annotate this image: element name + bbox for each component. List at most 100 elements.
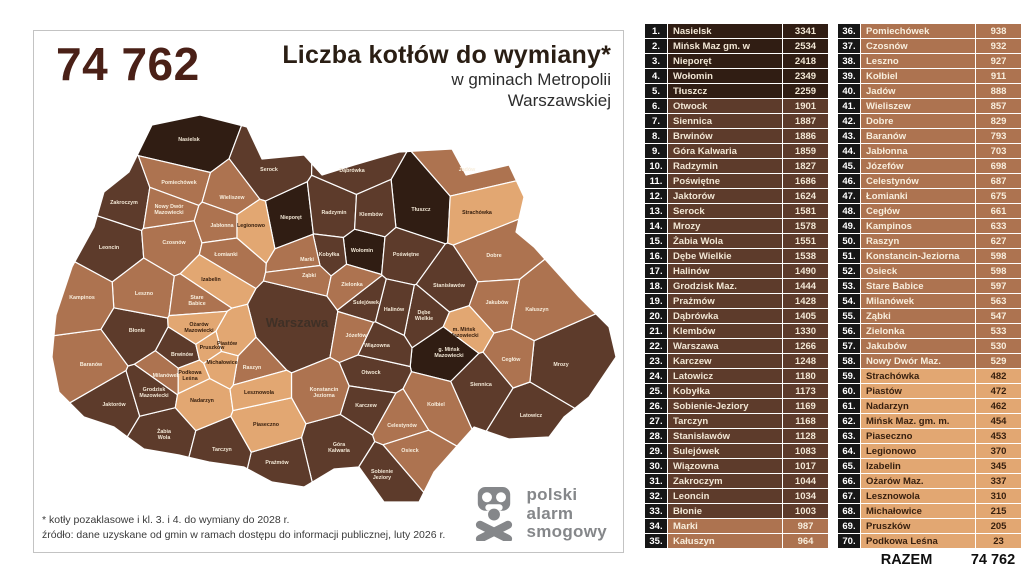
region-value: 927: [975, 54, 1021, 68]
rank-badge: 17.: [645, 264, 667, 278]
region-name: Dąbrówka: [668, 309, 782, 323]
region-value: 627: [975, 234, 1021, 248]
map-region-label: Zakroczym: [110, 200, 138, 206]
map-region: [442, 305, 495, 354]
rank-badge: 25.: [645, 384, 667, 398]
region-value: 633: [975, 219, 1021, 233]
map-region-label: Sulejówek: [353, 300, 379, 306]
region-value: 547: [975, 309, 1021, 323]
map-region-label: Michałowice: [206, 360, 237, 366]
map-region-label: Lesznowola: [244, 390, 274, 396]
map-region-label: Żabia Wola: [157, 428, 171, 441]
rank-badge: 31.: [645, 474, 667, 488]
region-name: Milanówek: [861, 294, 975, 308]
region-value: 1003: [782, 504, 828, 518]
skull-crossbones-icon: [476, 486, 513, 541]
region-name: Warszawa: [668, 339, 782, 353]
region-name: Brwinów: [668, 129, 782, 143]
map-region: [236, 198, 276, 264]
rank-badge: 38.: [838, 54, 860, 68]
map-region-label: Baranów: [80, 362, 103, 368]
region-value: 1083: [782, 444, 828, 458]
table-row: 42. Dobre 829: [838, 114, 1021, 128]
region-name: Stare Babice: [861, 279, 975, 293]
region-value: 964: [782, 534, 828, 548]
region-name: Nowy Dwór Maz.: [861, 354, 975, 368]
map-region: [354, 178, 397, 238]
map-region-label: Jadów: [459, 167, 476, 173]
map-region-label: Warszawa: [266, 315, 329, 330]
rank-badge: 47.: [838, 189, 860, 203]
region-name: Strachówka: [861, 369, 975, 383]
rank-badge: 66.: [838, 474, 860, 488]
table-row: 22. Warszawa 1266: [645, 339, 828, 353]
region-name: Piaseczno: [861, 429, 975, 443]
rank-badge: 63.: [838, 429, 860, 443]
region-name: Zielonka: [861, 324, 975, 338]
table-row: 43. Baranów 793: [838, 129, 1021, 143]
table-row: 56. Zielonka 533: [838, 324, 1021, 338]
map-region: [177, 359, 211, 395]
region-name: Grodzisk Maz.: [668, 279, 782, 293]
total-count: 74 762: [56, 38, 200, 90]
ranking-table-rows-36-70: 36. Pomiechówek 938 37. Czosnów 932 38. Leszno 9…: [838, 24, 1021, 569]
map-region-label: Prażmów: [265, 460, 289, 466]
map-region-label: Góra Kalwaria: [328, 442, 350, 454]
region-value: 1887: [782, 114, 828, 128]
map-region-label: Dębe Wielkie: [415, 310, 433, 322]
table-row: 47. Łomianki 675: [838, 189, 1021, 203]
table-row: 33. Błonie 1003: [645, 504, 828, 518]
map-region-label: Podkowa Leśna: [178, 370, 201, 382]
map-region: [142, 186, 200, 229]
rank-badge: 49.: [838, 219, 860, 233]
region-name: Piastów: [861, 384, 975, 398]
total-row: RAZEM 74 762: [838, 551, 1021, 569]
rank-badge: 16.: [645, 249, 667, 263]
region-value: 1428: [782, 294, 828, 308]
region-name: Celestynów: [861, 174, 975, 188]
map-region-label: Celestynów: [387, 423, 417, 429]
region-name: Wiązowna: [668, 459, 782, 473]
rank-badge: 58.: [838, 354, 860, 368]
table-row: 32. Leoncin 1034: [645, 489, 828, 503]
table-row: 45. Józefów 698: [838, 159, 1021, 173]
region-name: Kołbiel: [861, 69, 975, 83]
region-name: Poświętne: [668, 174, 782, 188]
map-region-label: Leszno: [135, 291, 154, 297]
rank-badge: 55.: [838, 309, 860, 323]
table-row: 55. Ząbki 547: [838, 309, 1021, 323]
region-value: 1017: [782, 459, 828, 473]
table-row: 31. Zakroczym 1044: [645, 474, 828, 488]
rank-badge: 57.: [838, 339, 860, 353]
region-value: 1266: [782, 339, 828, 353]
region-value: 687: [975, 174, 1021, 188]
table-row: 8. Brwinów 1886: [645, 129, 828, 143]
map-region-label: Osieck: [401, 448, 418, 454]
map-region-label: Halinów: [384, 307, 405, 313]
table-row: 24. Latowicz 1180: [645, 369, 828, 383]
table-row: 63. Piaseczno 453: [838, 429, 1021, 443]
region-value: 1901: [782, 99, 828, 113]
region-value: 857: [975, 99, 1021, 113]
rank-badge: 7.: [645, 114, 667, 128]
region-name: Prażmów: [668, 294, 782, 308]
map-panel: 74 762 Liczba kotłów do wymiany* w gmina…: [33, 30, 624, 553]
map-region: [53, 261, 115, 337]
region-value: 1827: [782, 159, 828, 173]
table-row: 6. Otwock 1901: [645, 99, 828, 113]
map-region-label: Nasielsk: [178, 137, 200, 143]
region-value: 482: [975, 369, 1021, 383]
region-value: 888: [975, 84, 1021, 98]
region-value: 1444: [782, 279, 828, 293]
rank-badge: 24.: [645, 369, 667, 383]
region-value: 453: [975, 429, 1021, 443]
table-row: 26. Sobienie-Jeziory 1169: [645, 399, 828, 413]
map-region-label: Błonie: [129, 328, 145, 334]
rank-badge: 23.: [645, 354, 667, 368]
map-region-label: Siennica: [470, 382, 492, 388]
region-value: 1686: [782, 174, 828, 188]
region-name: Lesznowola: [861, 489, 975, 503]
map-region-label: Pomiechówek: [161, 180, 196, 186]
rank-badge: 48.: [838, 204, 860, 218]
rank-badge: 3.: [645, 54, 667, 68]
